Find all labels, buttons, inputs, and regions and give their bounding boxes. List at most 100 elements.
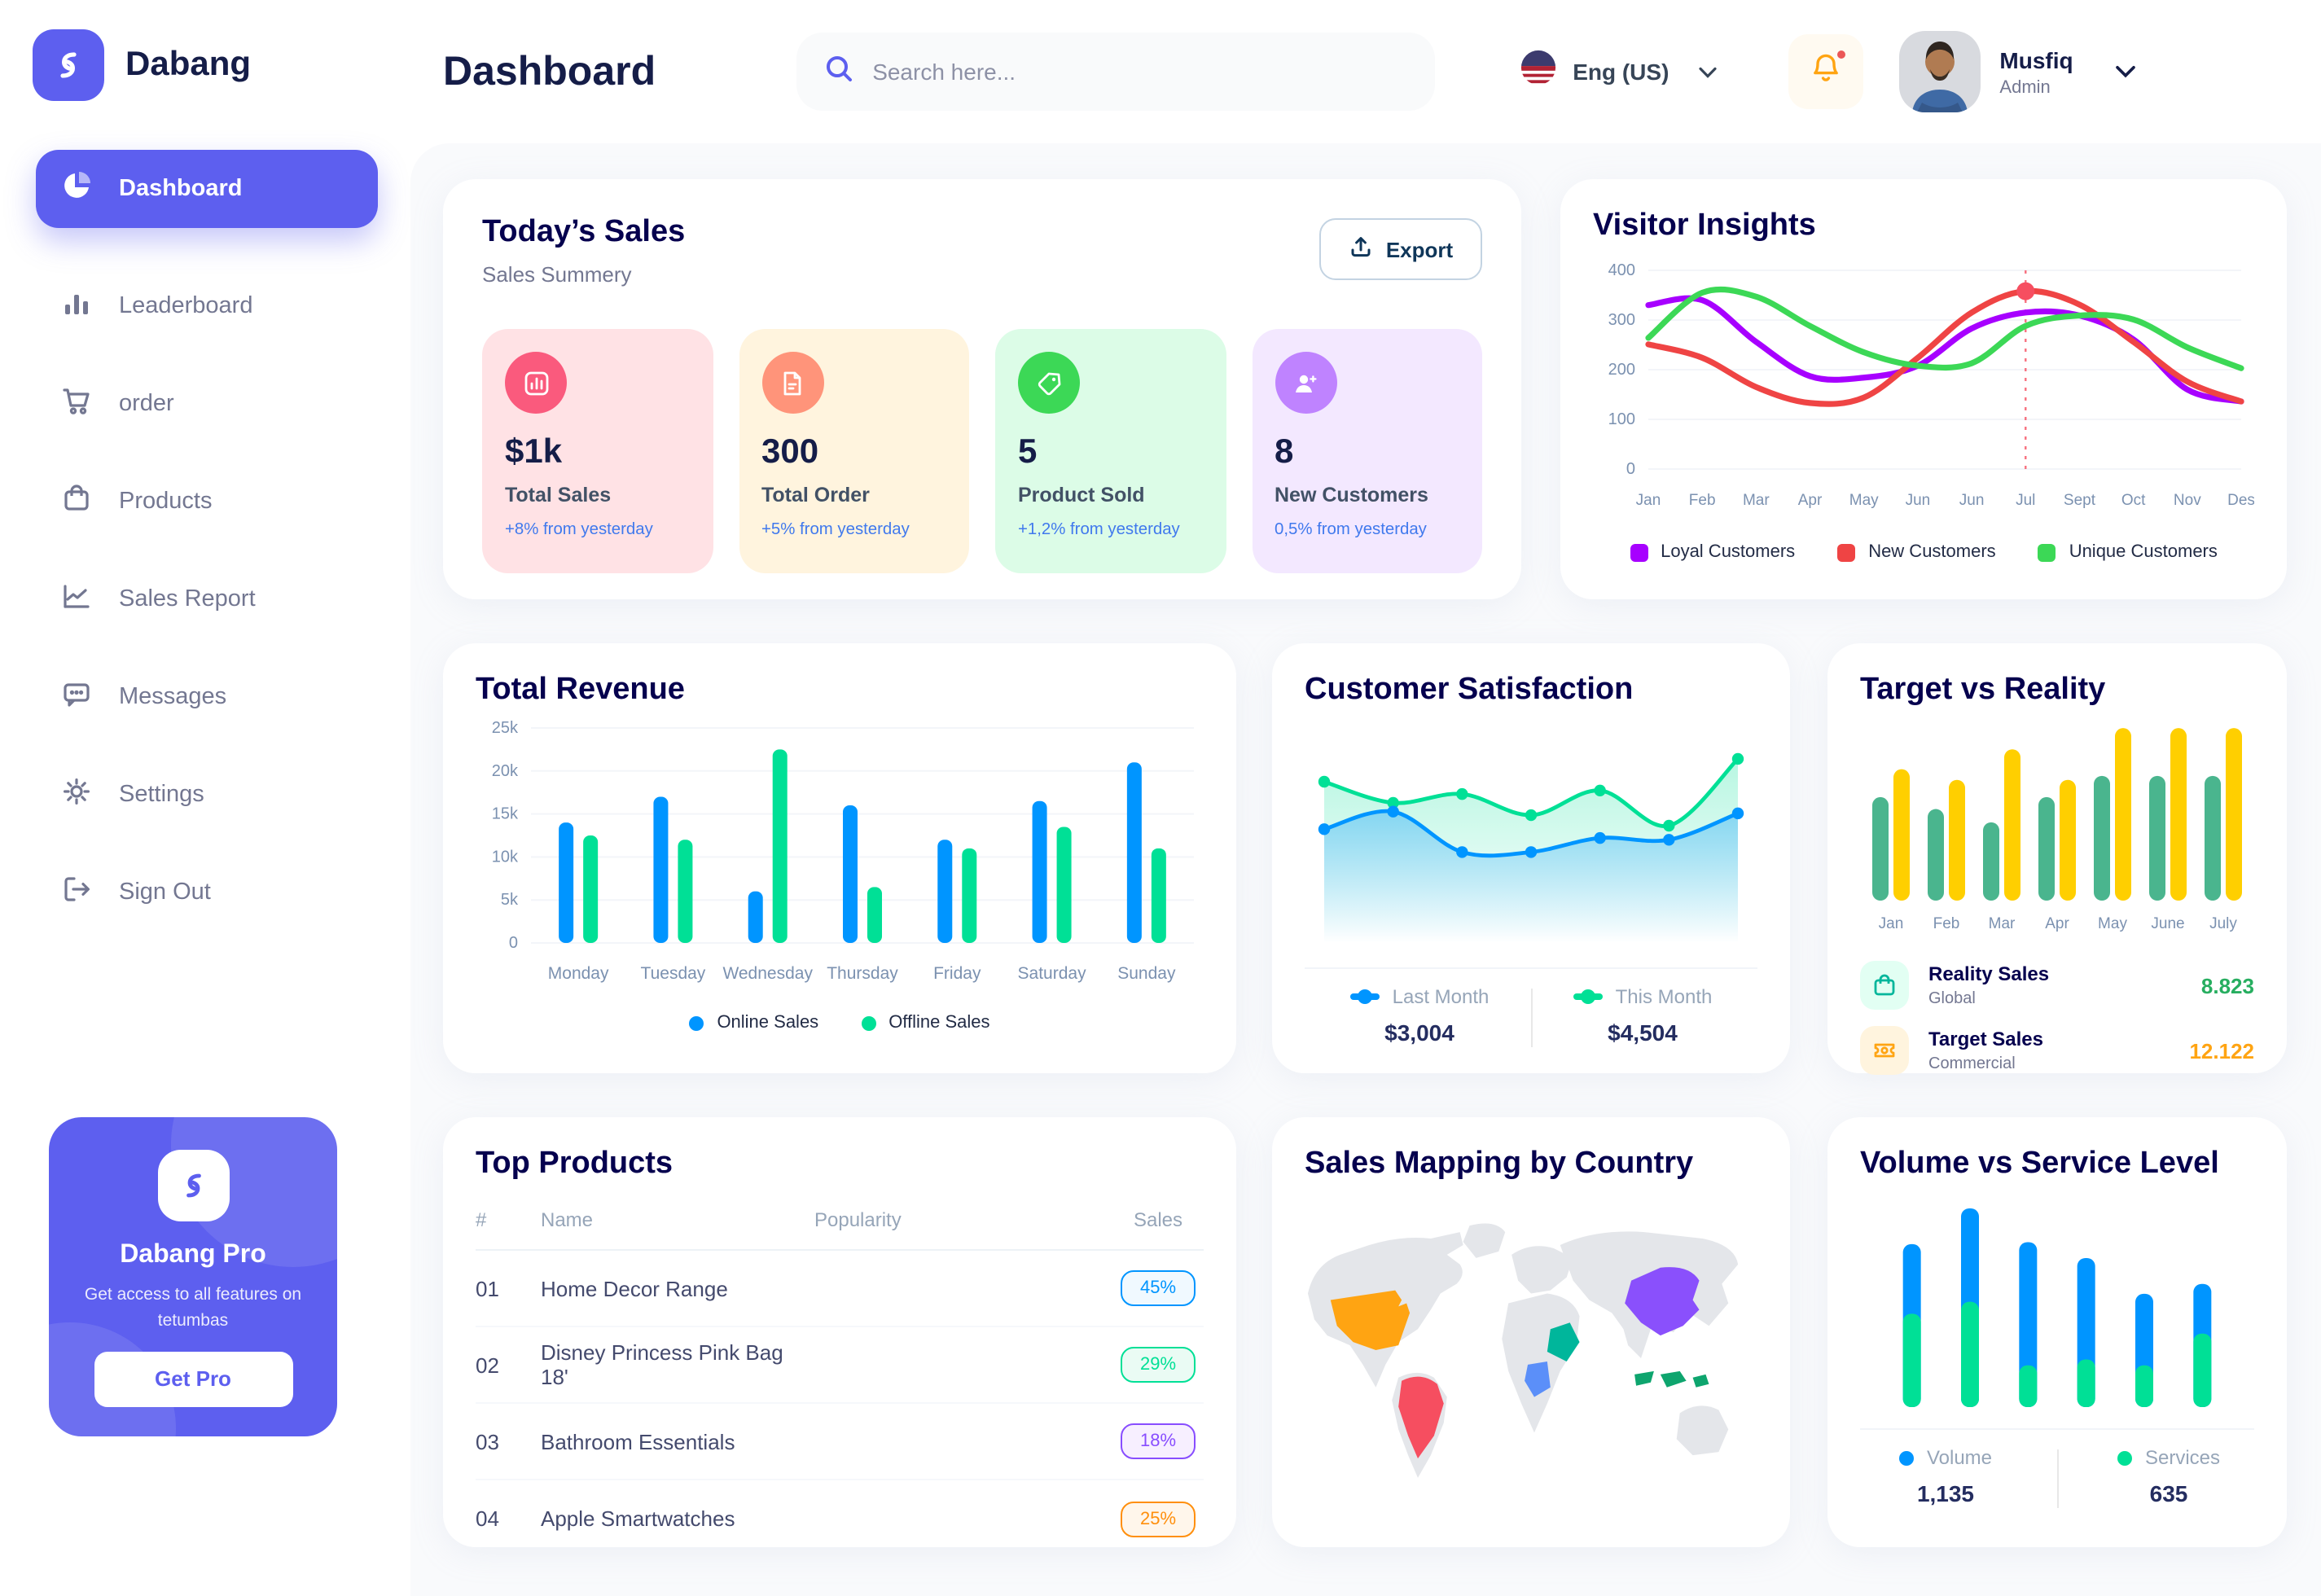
map-country-china [1625, 1267, 1700, 1336]
top-header: Dashboard Eng (US) Musfiq Admin [410, 0, 2321, 143]
world-map [1307, 1223, 1739, 1478]
export-button[interactable]: Export [1319, 218, 1482, 280]
leaderboard-icon [60, 287, 93, 326]
notification-badge [1835, 49, 1847, 60]
volume-vs-service-card: Volume vs Service Level Volume 1,135 Ser… [1827, 1117, 2287, 1547]
svg-text:Feb: Feb [1933, 915, 1960, 932]
order-file-icon [761, 352, 823, 414]
svg-text:Sunday: Sunday [1117, 964, 1176, 983]
export-icon [1349, 235, 1373, 264]
get-pro-button[interactable]: Get Pro [94, 1351, 292, 1407]
stat-card-total-sales: $1k Total Sales +8% from yesterday [482, 329, 713, 573]
tag-icon [1018, 352, 1080, 414]
new-customer-icon [1275, 352, 1336, 414]
map-country-brazil [1398, 1376, 1444, 1459]
total-revenue-chart: 0 5k 10k 15k 20k 25k Monday Tuesday Wednesday Thu… [492, 719, 1194, 983]
sidebar-item-messages[interactable]: Messages [36, 658, 378, 736]
customer-satisfaction-card: Customer Satisfaction Last Month $3,004 … [1272, 643, 1790, 1073]
sidebar-item-label: Sales Report [119, 586, 256, 612]
user-menu-chevron-icon[interactable] [2115, 57, 2135, 86]
stat-value: 5 [1018, 433, 1038, 471]
stat-card-new-customers: 8 New Customers 0,5% from yesterday [1252, 329, 1482, 573]
map-country-saudi [1547, 1322, 1580, 1361]
svg-text:200: 200 [1608, 361, 1635, 379]
svg-text:25k: 25k [492, 719, 519, 737]
bag-icon [1860, 961, 1909, 1010]
sidebar-item-leaderboard[interactable]: Leaderboard [36, 267, 378, 345]
pro-description: Get access to all features on tetumbas [84, 1285, 302, 1331]
legend-item: Unique Customers [2038, 542, 2218, 562]
svg-text:Jun: Jun [1959, 492, 1985, 509]
sidebar-item-order[interactable]: order [36, 365, 378, 443]
sidebar: Dabang Dashboard Leaderboard order Produ… [0, 0, 410, 1596]
cart-icon [60, 384, 93, 423]
product-name: Bathroom Essentials [541, 1429, 735, 1454]
sidebar-item-sign-out[interactable]: Sign Out [36, 853, 378, 932]
stat-delta: +1,2% from yesterday [1018, 521, 1180, 539]
svg-text:Sept: Sept [2064, 492, 2096, 509]
volume-vs-service-legend: Volume 1,135 Services 635 [1860, 1446, 2254, 1508]
svg-text:Jan: Jan [1636, 492, 1661, 509]
sidebar-item-label: Leaderboard [119, 293, 253, 319]
product-num: 03 [476, 1429, 499, 1454]
sidebar-item-label: Dashboard [119, 176, 243, 202]
sidebar-item-sales-report[interactable]: Sales Report [36, 560, 378, 638]
search-input[interactable] [872, 59, 1409, 85]
stat-value: 300 [761, 433, 819, 471]
sidebar-item-products[interactable]: Products [36, 463, 378, 541]
svg-text:Thursday: Thursday [827, 964, 898, 983]
table-row: 04 Apple Smartwatches 25% [476, 1480, 1204, 1557]
sales-map-card: Sales Mapping by Country [1272, 1117, 1790, 1547]
legend-divider [1530, 989, 1532, 1047]
reality-sales-value: 8.823 [2200, 973, 2254, 998]
sidebar-item-label: Products [119, 489, 213, 515]
pro-logo-icon [157, 1150, 229, 1221]
brand-logo: Dabang [0, 0, 410, 101]
legend-swatch [2038, 543, 2056, 561]
avatar[interactable] [1898, 31, 1981, 112]
svg-text:Apr: Apr [1798, 492, 1823, 509]
sidebar-item-label: Settings [119, 782, 204, 808]
stat-card-total-order: 300 Total Order +5% from yesterday [739, 329, 969, 573]
svg-text:May: May [2098, 915, 2127, 932]
pro-upsell-card: Dabang Pro Get access to all features on… [49, 1117, 337, 1436]
ticket-icon [1860, 1026, 1909, 1075]
stat-delta: +5% from yesterday [761, 521, 910, 539]
svg-text:Saturday: Saturday [1018, 964, 1087, 983]
visitor-insights-title: Visitor Insights [1593, 208, 1816, 243]
svg-text:Apr: Apr [2045, 915, 2069, 932]
svg-text:July: July [2209, 915, 2237, 932]
sidebar-item-label: Messages [119, 684, 227, 710]
legend-label: Reality Sales [1928, 962, 2050, 985]
col-header-sales: Sales [1133, 1208, 1183, 1231]
legend-last-month: Last Month $3,004 [1345, 985, 1494, 1046]
dashboard-pie-icon [60, 169, 93, 208]
bar-chart-icon [505, 352, 567, 414]
total-revenue-legend: Online Sales Offline Sales [476, 1013, 1204, 1033]
last-month-swatch [1349, 989, 1380, 1004]
svg-text:Wednesday: Wednesday [722, 964, 813, 983]
sidebar-menu: Dashboard Leaderboard order Products Sal… [0, 150, 410, 932]
this-month-swatch [1573, 989, 1603, 1004]
legend-label: Volume [1926, 1446, 1993, 1469]
visitor-insights-legend: Loyal Customers New Customers Unique Custo… [1593, 542, 2254, 562]
user-info: Musfiq Admin [1999, 46, 2073, 97]
bell-icon [1807, 50, 1843, 94]
sales-badge: 25% [1121, 1501, 1196, 1537]
message-icon [60, 677, 93, 717]
todays-sales-card: Today’s Sales Sales Summery Export $1k T… [443, 179, 1521, 599]
legend-item: Loyal Customers [1630, 542, 1795, 562]
svg-text:Tuesday: Tuesday [641, 964, 706, 983]
sidebar-item-dashboard[interactable]: Dashboard [36, 150, 378, 228]
notifications-button[interactable] [1788, 34, 1863, 109]
page-title: Dashboard [443, 48, 656, 94]
us-flag-icon [1519, 49, 1556, 94]
stat-delta: 0,5% from yesterday [1275, 521, 1427, 539]
legend-swatch [1837, 543, 1856, 561]
volume-vs-service-chart [1902, 1208, 2212, 1407]
sidebar-item-settings[interactable]: Settings [36, 756, 378, 834]
language-selector[interactable]: Eng (US) [1519, 49, 1717, 94]
todays-sales-subtitle: Sales Summery [482, 262, 632, 287]
stat-label: Total Sales [505, 484, 612, 506]
legend-sublabel: Commercial [1928, 1055, 2016, 1073]
